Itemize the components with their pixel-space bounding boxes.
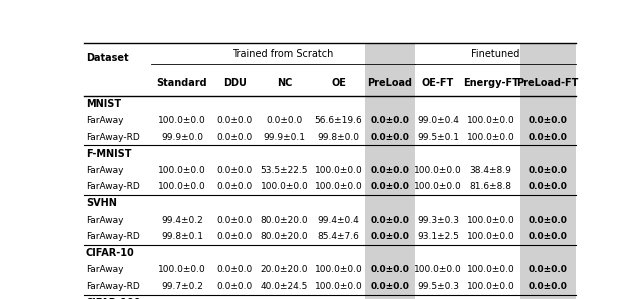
Text: 100.0±0.0: 100.0±0.0 bbox=[315, 166, 362, 175]
Text: FarAway: FarAway bbox=[86, 265, 124, 274]
Text: 93.1±2.5: 93.1±2.5 bbox=[417, 232, 459, 241]
Text: 38.4±8.9: 38.4±8.9 bbox=[470, 166, 511, 175]
Text: 0.0±0.0: 0.0±0.0 bbox=[528, 265, 567, 274]
Text: 99.5±0.1: 99.5±0.1 bbox=[417, 133, 459, 142]
Text: 80.0±20.0: 80.0±20.0 bbox=[260, 232, 308, 241]
Text: 100.0±0.0: 100.0±0.0 bbox=[158, 182, 206, 191]
Text: 100.0±0.0: 100.0±0.0 bbox=[414, 182, 462, 191]
Text: FarAway: FarAway bbox=[86, 116, 124, 125]
Text: 100.0±0.0: 100.0±0.0 bbox=[467, 265, 515, 274]
Text: 100.0±0.0: 100.0±0.0 bbox=[467, 282, 515, 291]
Text: 99.0±0.4: 99.0±0.4 bbox=[417, 116, 459, 125]
Text: CIFAR-100: CIFAR-100 bbox=[86, 298, 141, 299]
Text: 99.3±0.3: 99.3±0.3 bbox=[417, 216, 459, 225]
Text: 0.0±0.0: 0.0±0.0 bbox=[371, 116, 409, 125]
Text: OE: OE bbox=[331, 77, 346, 88]
Text: 100.0±0.0: 100.0±0.0 bbox=[315, 182, 362, 191]
Text: 99.8±0.0: 99.8±0.0 bbox=[317, 133, 360, 142]
Text: 100.0±0.0: 100.0±0.0 bbox=[414, 265, 462, 274]
Text: 0.0±0.0: 0.0±0.0 bbox=[528, 133, 567, 142]
Text: 0.0±0.0: 0.0±0.0 bbox=[216, 166, 253, 175]
Text: 85.4±7.6: 85.4±7.6 bbox=[317, 232, 360, 241]
Text: 20.0±20.0: 20.0±20.0 bbox=[260, 265, 308, 274]
Text: 0.0±0.0: 0.0±0.0 bbox=[216, 232, 253, 241]
Text: 100.0±0.0: 100.0±0.0 bbox=[158, 116, 206, 125]
Text: 100.0±0.0: 100.0±0.0 bbox=[467, 216, 515, 225]
Text: 0.0±0.0: 0.0±0.0 bbox=[216, 133, 253, 142]
Text: OE-FT: OE-FT bbox=[422, 77, 454, 88]
Text: 0.0±0.0: 0.0±0.0 bbox=[528, 166, 567, 175]
Text: 0.0±0.0: 0.0±0.0 bbox=[371, 282, 409, 291]
Text: 0.0±0.0: 0.0±0.0 bbox=[216, 216, 253, 225]
Text: CIFAR-10: CIFAR-10 bbox=[86, 248, 134, 258]
Text: 0.0±0.0: 0.0±0.0 bbox=[528, 182, 567, 191]
Text: 100.0±0.0: 100.0±0.0 bbox=[467, 116, 515, 125]
Text: 100.0±0.0: 100.0±0.0 bbox=[467, 133, 515, 142]
Text: 53.5±22.5: 53.5±22.5 bbox=[260, 166, 308, 175]
Text: Energy-FT: Energy-FT bbox=[463, 77, 518, 88]
Text: 0.0±0.0: 0.0±0.0 bbox=[528, 116, 567, 125]
Text: 0.0±0.0: 0.0±0.0 bbox=[216, 282, 253, 291]
Text: 99.8±0.1: 99.8±0.1 bbox=[161, 232, 203, 241]
Text: 100.0±0.0: 100.0±0.0 bbox=[260, 182, 308, 191]
Text: 0.0±0.0: 0.0±0.0 bbox=[528, 282, 567, 291]
Text: PreLoad-FT: PreLoad-FT bbox=[516, 77, 579, 88]
Text: FarAway: FarAway bbox=[86, 216, 124, 225]
Text: F-MNIST: F-MNIST bbox=[86, 149, 131, 159]
Text: Dataset: Dataset bbox=[86, 53, 129, 63]
Text: 100.0±0.0: 100.0±0.0 bbox=[315, 282, 362, 291]
Text: 0.0±0.0: 0.0±0.0 bbox=[216, 265, 253, 274]
Text: 100.0±0.0: 100.0±0.0 bbox=[315, 265, 362, 274]
Text: 0.0±0.0: 0.0±0.0 bbox=[528, 216, 567, 225]
Text: 100.0±0.0: 100.0±0.0 bbox=[158, 166, 206, 175]
Text: MNIST: MNIST bbox=[86, 99, 121, 109]
Text: Trained from Scratch: Trained from Scratch bbox=[232, 49, 333, 59]
Text: FarAway-RD: FarAway-RD bbox=[86, 232, 140, 241]
Text: 100.0±0.0: 100.0±0.0 bbox=[158, 265, 206, 274]
Text: 81.6±8.8: 81.6±8.8 bbox=[470, 182, 511, 191]
Text: 80.0±20.0: 80.0±20.0 bbox=[260, 216, 308, 225]
Text: Standard: Standard bbox=[157, 77, 207, 88]
Text: 99.9±0.1: 99.9±0.1 bbox=[264, 133, 305, 142]
Text: 0.0±0.0: 0.0±0.0 bbox=[216, 182, 253, 191]
Text: 0.0±0.0: 0.0±0.0 bbox=[216, 116, 253, 125]
Text: 99.9±0.0: 99.9±0.0 bbox=[161, 133, 203, 142]
Text: PreLoad: PreLoad bbox=[367, 77, 412, 88]
Text: NC: NC bbox=[276, 77, 292, 88]
Text: SVHN: SVHN bbox=[86, 199, 117, 208]
Text: 99.4±0.4: 99.4±0.4 bbox=[317, 216, 360, 225]
Text: 0.0±0.0: 0.0±0.0 bbox=[371, 133, 409, 142]
Text: 99.7±0.2: 99.7±0.2 bbox=[161, 282, 203, 291]
Text: 0.0±0.0: 0.0±0.0 bbox=[528, 232, 567, 241]
Text: 40.0±24.5: 40.0±24.5 bbox=[260, 282, 308, 291]
Text: FarAway-RD: FarAway-RD bbox=[86, 282, 140, 291]
Text: FarAway-RD: FarAway-RD bbox=[86, 133, 140, 142]
Text: 99.5±0.3: 99.5±0.3 bbox=[417, 282, 459, 291]
Text: 99.4±0.2: 99.4±0.2 bbox=[161, 216, 203, 225]
Text: 100.0±0.0: 100.0±0.0 bbox=[467, 232, 515, 241]
Text: 0.0±0.0: 0.0±0.0 bbox=[371, 265, 409, 274]
Text: 0.0±0.0: 0.0±0.0 bbox=[371, 166, 409, 175]
Text: 0.0±0.0: 0.0±0.0 bbox=[371, 182, 409, 191]
Text: 100.0±0.0: 100.0±0.0 bbox=[414, 166, 462, 175]
Text: 0.0±0.0: 0.0±0.0 bbox=[371, 232, 409, 241]
Text: 0.0±0.0: 0.0±0.0 bbox=[371, 216, 409, 225]
Text: Finetuned: Finetuned bbox=[471, 49, 519, 59]
Text: FarAway: FarAway bbox=[86, 166, 124, 175]
Text: 0.0±0.0: 0.0±0.0 bbox=[266, 116, 303, 125]
Text: DDU: DDU bbox=[223, 77, 246, 88]
Text: 56.6±19.6: 56.6±19.6 bbox=[315, 116, 362, 125]
Text: FarAway-RD: FarAway-RD bbox=[86, 182, 140, 191]
